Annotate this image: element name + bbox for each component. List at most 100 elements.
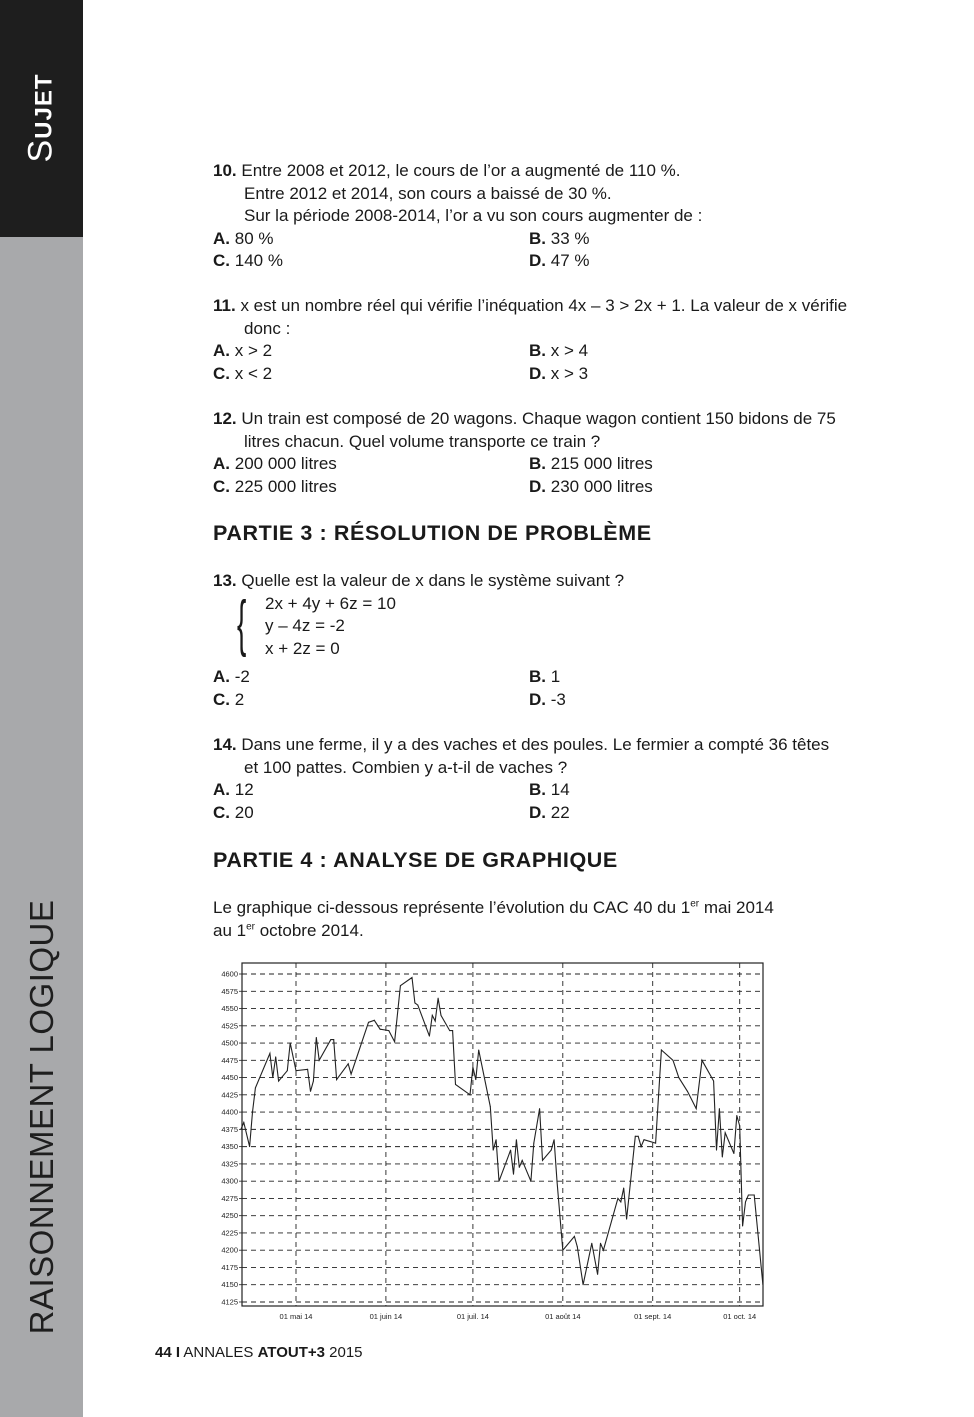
y-tick-label: 4250 [221,1211,238,1220]
equation: x + 2z = 0 [265,638,340,658]
answer-key: A. [213,780,230,800]
question-text: et 100 pattes. Combien y a-t-il de vache… [244,757,568,777]
x-tick-label: 01 juin 14 [370,1312,403,1321]
data-point [449,1030,451,1032]
answer-key: A. [213,228,230,248]
answer-row: C. 140 % D. 47 % [213,250,913,273]
answer-value: 2 [234,689,245,709]
equation: y – 4z = -2 [265,616,345,636]
data-point [533,1142,535,1144]
answer-key: C. [213,802,230,822]
data-point [591,1242,593,1244]
section-heading-part3: PARTIE 3 : RÉSOLUTION DE PROBLÈME [213,521,652,545]
y-tick-label: 4400 [221,1108,238,1117]
intro-text: au 1 [213,920,247,940]
data-point [312,1080,314,1082]
data-point [318,1059,320,1061]
data-point [718,1108,720,1110]
answer-value: 20 [234,802,254,822]
answer-key: D. [529,363,546,383]
data-point [368,1021,369,1023]
data-point [269,1052,271,1054]
data-point [634,1135,636,1137]
data-point [553,1139,555,1141]
data-point [498,1180,500,1182]
answer-row: A. x > 2 B. x > 4 [213,340,913,363]
answer-value: 200 000 litres [234,454,337,474]
data-point [623,1187,625,1189]
y-tick-label: 4300 [221,1177,238,1186]
answer-key: D. [529,251,546,271]
question-text: Dans une ferme, il y a des vaches et des… [241,735,830,754]
y-tick-label: 4450 [221,1073,238,1082]
answer-value: 12 [234,780,254,800]
data-point [310,1090,311,1092]
data-point [350,1073,352,1075]
answer-key: B. [529,780,546,800]
plot-frame [241,962,764,1307]
answer-option: B. 1 [529,666,845,689]
data-point [417,1004,419,1006]
data-point [626,1218,628,1220]
data-point [249,1146,251,1148]
equation: 2x + 4y + 6z = 10 [265,593,396,613]
data-point [640,1146,642,1148]
y-tick-label: 4375 [221,1125,238,1134]
answer-value: x > 4 [550,341,589,361]
question-number: 10. [213,161,237,180]
data-point [330,1039,332,1041]
data-point [469,1094,471,1096]
question-number: 13. [213,571,237,590]
y-tick-label: 4550 [221,1004,238,1013]
data-point [472,1066,474,1068]
data-point [315,1037,317,1039]
data-point [437,997,439,999]
data-point [307,1068,309,1070]
answer-option: C. 225 000 litres [213,476,529,499]
data-point [721,1156,723,1158]
question-text: Entre 2012 et 2014, son cours a baissé d… [244,183,612,203]
answer-row: C. x < 2 D. x > 3 [213,363,913,386]
answer-value: 230 000 litres [550,476,653,496]
answer-key: C. [213,476,230,496]
intro-sup: er [690,898,700,910]
answer-value: 33 % [550,228,590,248]
answer-key: B. [529,341,546,361]
data-point [252,1111,253,1113]
question-text: litres chacun. Quel volume transporte ce… [244,431,601,451]
question-text: donc : [244,318,291,338]
answer-option: A. 200 000 litres [213,453,529,476]
data-point [736,1115,738,1117]
question-text: Entre 2008 et 2012, le cours de l’or a a… [241,161,681,180]
data-point [753,1194,755,1196]
y-tick-label: 4325 [221,1159,238,1168]
sidebar-tab-background [0,0,83,237]
answer-value: x > 2 [234,341,273,361]
y-tick-label: 4200 [221,1246,238,1255]
answer-option: D. 22 [529,802,845,825]
data-point [713,1080,715,1082]
answer-key: A. [213,667,230,687]
section-heading-part4: PARTIE 4 : ANALYSE DE GRAPHIQUE [213,848,618,872]
answer-key: D. [529,476,546,496]
y-tick-label: 4150 [221,1280,238,1289]
answer-option: B. 215 000 litres [529,453,845,476]
answer-key: D. [529,689,546,709]
answer-value: 140 % [234,251,283,271]
answer-row: C. 225 000 litres D. 230 000 litres [213,476,913,499]
data-point [573,1235,575,1237]
data-point [539,1108,541,1110]
sidebar-tab-rest: UJET [30,73,58,139]
data-point [716,1149,717,1151]
answer-value: 80 % [234,228,274,248]
answer-row: A. 80 % B. 33 % [213,228,913,251]
data-point [455,1083,456,1085]
data-point [240,1128,242,1130]
answer-value: 225 000 litres [234,476,337,496]
cac40-series-line [240,976,764,1285]
answer-key: B. [529,454,546,474]
answer-value: 14 [550,780,570,800]
question-13: 13. Quelle est la valeur de x dans le sy… [213,570,913,712]
question-text: Quelle est la valeur de x dans le systèm… [241,571,625,590]
answer-key: B. [529,667,546,687]
